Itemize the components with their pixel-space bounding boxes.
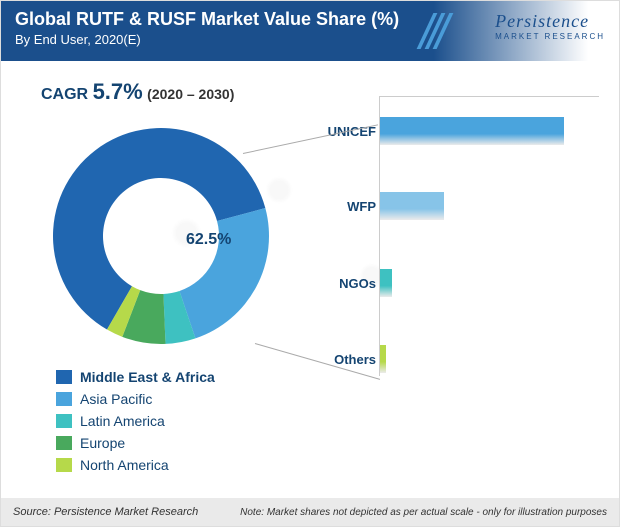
legend-item: North America xyxy=(56,457,215,473)
chart-container: Global RUTF & RUSF Market Value Share (%… xyxy=(0,0,620,527)
legend-label: North America xyxy=(80,457,169,473)
footer-note: Note: Market shares not depicted as per … xyxy=(240,507,607,518)
cagr-label: CAGR xyxy=(41,86,88,103)
bar-rect xyxy=(380,269,392,297)
bar-label: NGOs xyxy=(308,276,376,291)
chart-body: CAGR 5.7% (2020 – 2030) 62.5% Middle Eas… xyxy=(1,61,619,491)
footer: Source: Persistence Market Research Note… xyxy=(1,498,619,526)
bar-rect xyxy=(380,117,564,145)
bar-row: Others xyxy=(380,345,599,373)
bar-rect xyxy=(380,345,386,373)
header: Global RUTF & RUSF Market Value Share (%… xyxy=(1,1,619,61)
legend-swatch xyxy=(56,458,72,472)
legend: Middle East & Africa Asia Pacific Latin Am… xyxy=(56,369,215,479)
bar-rect xyxy=(380,192,444,220)
legend-item: Asia Pacific xyxy=(56,391,215,407)
brand-logo: Persistence MARKET RESEARCH xyxy=(495,11,605,41)
legend-item: Middle East & Africa xyxy=(56,369,215,385)
legend-swatch xyxy=(56,370,72,384)
legend-item: Latin America xyxy=(56,413,215,429)
legend-label: Latin America xyxy=(80,413,165,429)
header-decor xyxy=(425,13,449,54)
legend-label: Asia Pacific xyxy=(80,391,152,407)
bar-row: UNICEF xyxy=(380,117,599,145)
donut-center-label: 62.5% xyxy=(186,231,231,249)
bar-label: WFP xyxy=(308,199,376,214)
bar-label: Others xyxy=(308,352,376,367)
cagr-period: (2020 – 2030) xyxy=(147,86,234,102)
cagr-value: 5.7% xyxy=(93,79,143,104)
bar-row: NGOs xyxy=(380,269,599,297)
footer-source: Source: Persistence Market Research xyxy=(13,506,198,518)
legend-swatch xyxy=(56,414,72,428)
logo-main: Persistence xyxy=(495,11,589,31)
bar-row: WFP xyxy=(380,192,599,220)
legend-label: Europe xyxy=(80,435,125,451)
legend-label: Middle East & Africa xyxy=(80,369,215,385)
cagr-callout: CAGR 5.7% (2020 – 2030) xyxy=(41,79,234,105)
legend-swatch xyxy=(56,436,72,450)
logo-sub: MARKET RESEARCH xyxy=(495,32,605,41)
bar-chart: UNICEF WFP NGOs Others xyxy=(379,96,599,376)
legend-swatch xyxy=(56,392,72,406)
donut-segment xyxy=(179,208,269,338)
legend-item: Europe xyxy=(56,435,215,451)
